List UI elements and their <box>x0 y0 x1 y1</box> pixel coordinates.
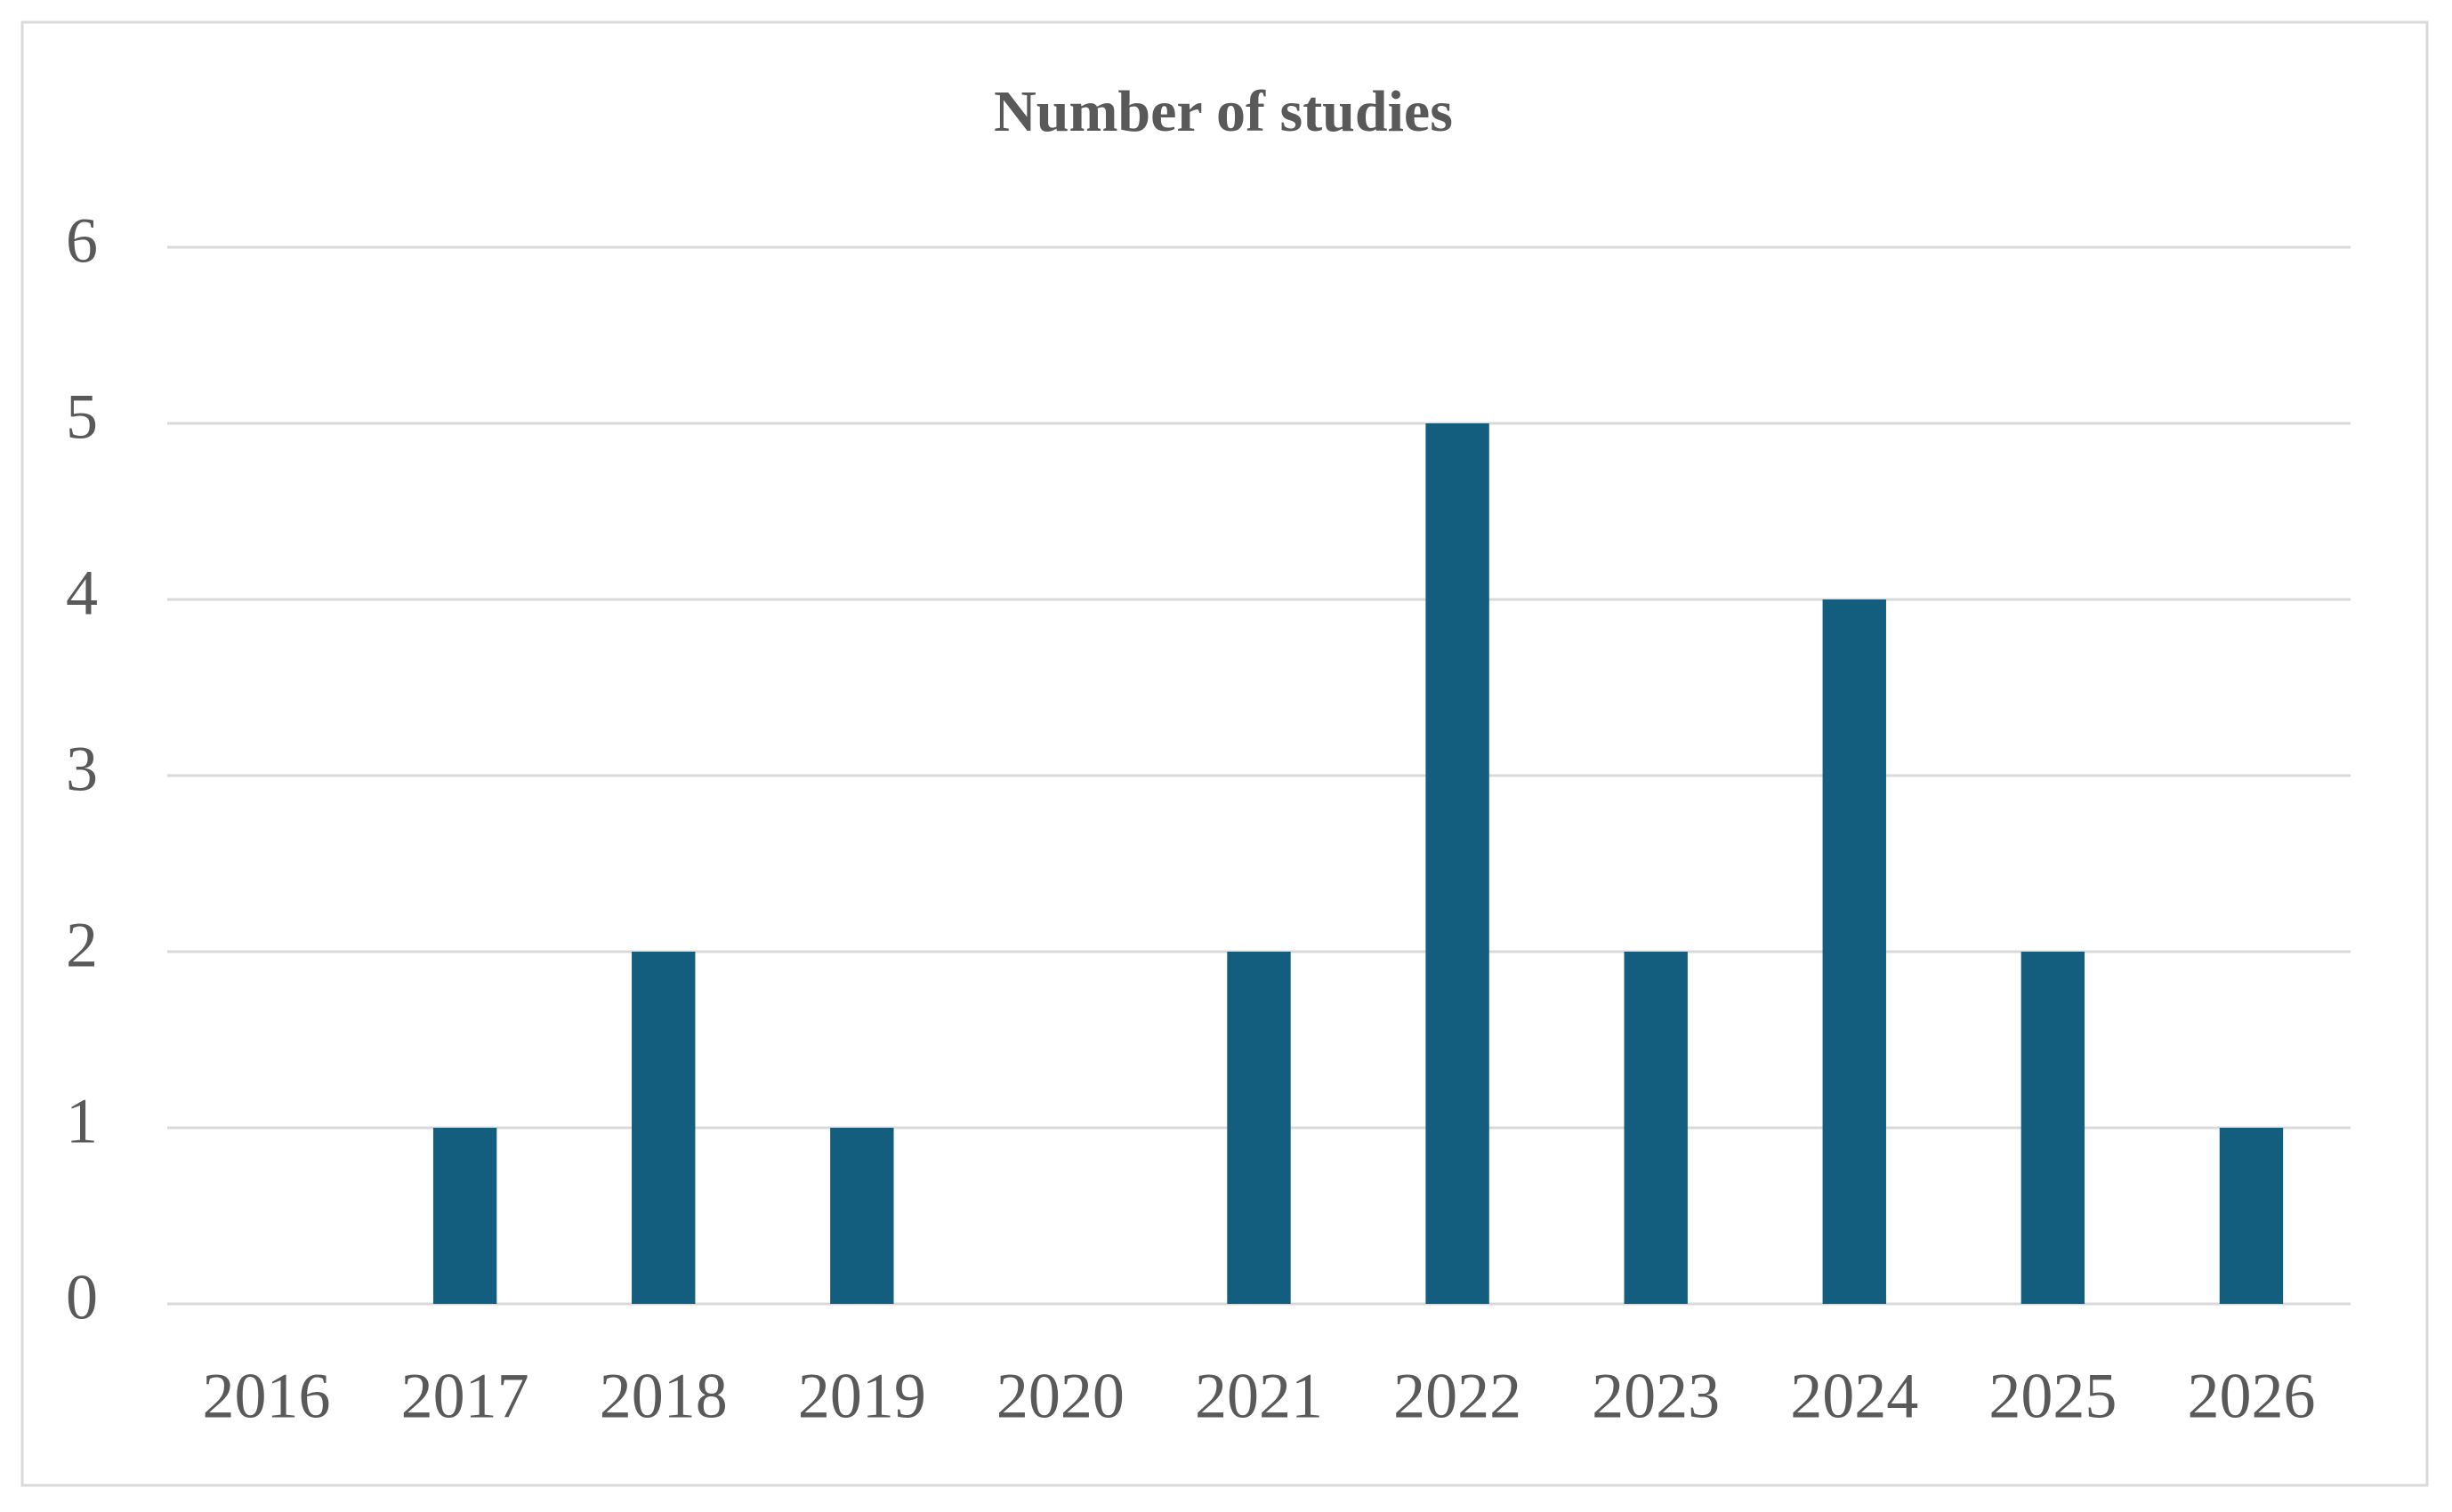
bar <box>432 1128 497 1304</box>
bar <box>1624 952 1688 1304</box>
x-tick-label: 2017 <box>401 1361 529 1432</box>
bar <box>830 1128 894 1304</box>
bar <box>1425 423 1489 1304</box>
y-tick-label: 5 <box>66 382 98 453</box>
chart-title: Number of studies <box>994 79 1453 144</box>
x-tick-label: 2021 <box>1195 1361 1323 1432</box>
x-tick-label: 2016 <box>203 1361 331 1432</box>
x-tick-label: 2024 <box>1790 1361 1918 1432</box>
bar <box>632 952 696 1304</box>
bar <box>1227 952 1291 1304</box>
x-tick-label: 2023 <box>1592 1361 1720 1432</box>
x-tick-label: 2022 <box>1393 1361 1521 1432</box>
x-tick-label: 2025 <box>1988 1361 2117 1432</box>
bar <box>2219 1128 2284 1304</box>
y-tick-label: 1 <box>66 1086 98 1157</box>
y-tick-label: 2 <box>66 910 98 981</box>
x-tick-label: 2018 <box>600 1361 728 1432</box>
x-tick-label: 2019 <box>798 1361 926 1432</box>
x-tick-label: 2026 <box>2187 1361 2315 1432</box>
y-tick-label: 0 <box>66 1262 98 1333</box>
bar <box>1822 599 1886 1304</box>
bar <box>2020 952 2085 1304</box>
x-tick-label: 2020 <box>996 1361 1125 1432</box>
y-tick-label: 4 <box>66 558 98 629</box>
y-tick-label: 3 <box>66 734 98 805</box>
y-tick-label: 6 <box>66 205 98 277</box>
